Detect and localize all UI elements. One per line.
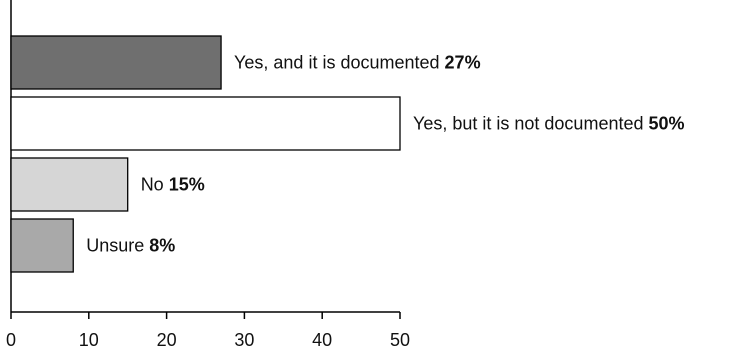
- x-tick-label: 40: [312, 330, 332, 350]
- bar-label: Yes, and it is documented 27%: [234, 53, 481, 73]
- bar-category-label: No: [141, 175, 164, 195]
- bar-value-label: 50%: [649, 114, 685, 134]
- x-tick-label: 30: [234, 330, 254, 350]
- bar: [10, 157, 129, 212]
- bar-value-label: 27%: [445, 53, 481, 73]
- x-tick-label: 10: [79, 330, 99, 350]
- bar-label: Unsure 8%: [86, 236, 175, 256]
- bar: [10, 96, 401, 151]
- x-tick-label: 50: [390, 330, 410, 350]
- bar-value-label: 15%: [169, 175, 205, 195]
- bar-category-label: Unsure: [86, 236, 144, 256]
- bar-label: Yes, but it is not documented 50%: [413, 114, 685, 134]
- bar-category-label: Yes, but it is not documented: [413, 114, 643, 134]
- x-tick-label: 20: [157, 330, 177, 350]
- x-ticks-group: 0 10 20 30 40 50: [6, 312, 410, 350]
- bar-value-label: 8%: [149, 236, 175, 256]
- bar-labels-group: Yes, and it is documented 27% Yes, but it…: [86, 53, 684, 256]
- x-tick-label: 0: [6, 330, 16, 350]
- bar-label: No 15%: [141, 175, 205, 195]
- bar: [10, 35, 222, 90]
- bars-group: [10, 35, 401, 273]
- bar: [10, 218, 74, 273]
- bar-category-label: Yes, and it is documented: [234, 53, 439, 73]
